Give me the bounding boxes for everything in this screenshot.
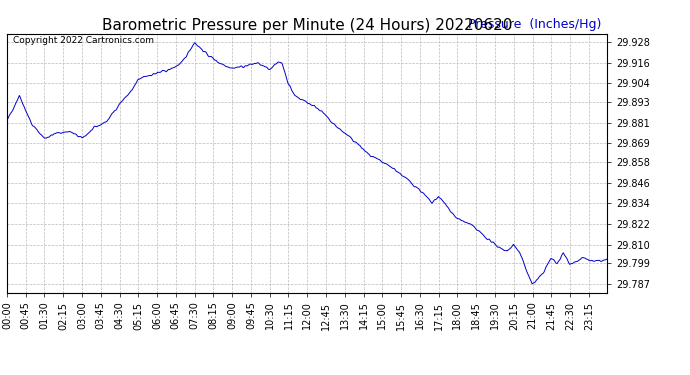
- Title: Barometric Pressure per Minute (24 Hours) 20220620: Barometric Pressure per Minute (24 Hours…: [102, 18, 512, 33]
- Text: Copyright 2022 Cartronics.com: Copyright 2022 Cartronics.com: [13, 36, 154, 45]
- Text: Pressure  (Inches/Hg): Pressure (Inches/Hg): [468, 18, 601, 31]
